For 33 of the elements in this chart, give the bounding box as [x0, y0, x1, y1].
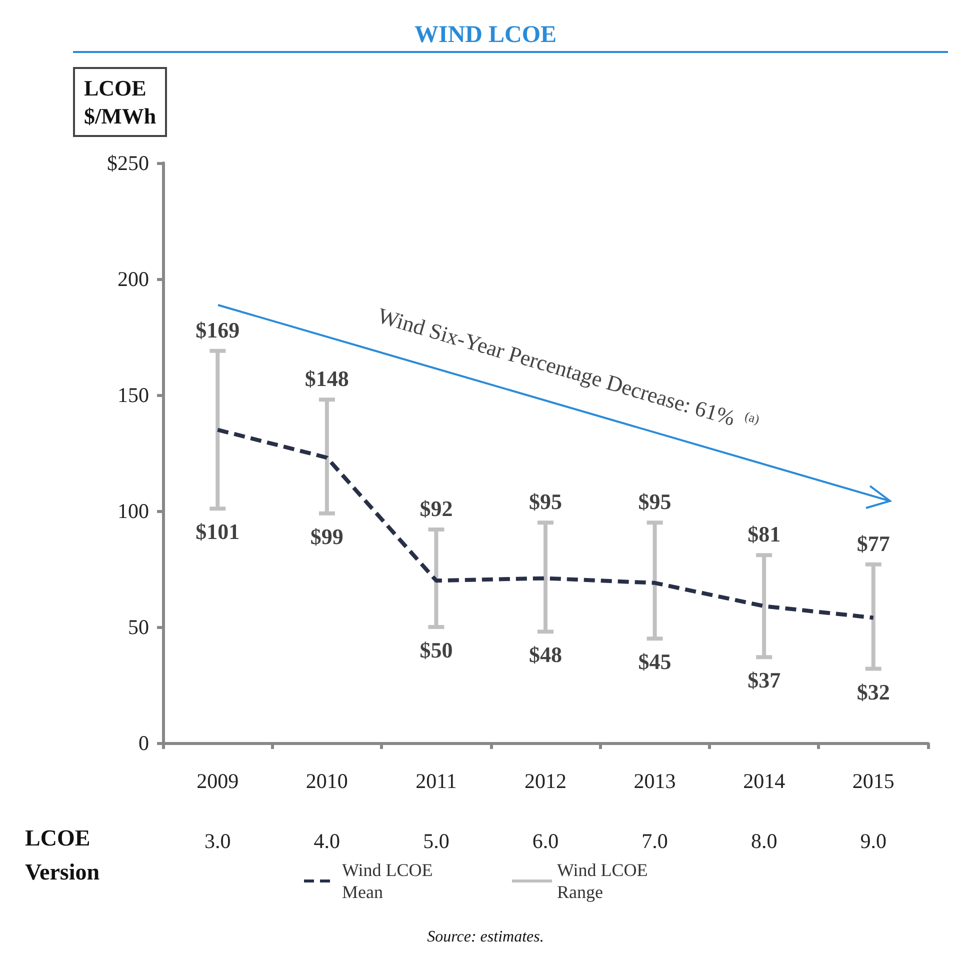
- y-tick-label: 0: [138, 731, 149, 755]
- annotation: $50: [420, 638, 453, 662]
- y-tick-label: 200: [118, 267, 149, 291]
- y-tick-label: $250: [107, 151, 149, 175]
- annotation: $95: [638, 489, 672, 514]
- category-label: 2014 8.0: [743, 769, 786, 853]
- legend-label: Wind LCOE Range: [557, 860, 652, 902]
- category-label: 2009 3.0: [196, 769, 239, 853]
- annotation: $45: [638, 649, 672, 674]
- source-note: Source: estimates.: [427, 928, 544, 946]
- annotation: $92: [420, 496, 453, 522]
- annotation: $77: [856, 530, 890, 556]
- chart-title: WIND LCOE: [414, 22, 557, 48]
- annotation: $81: [748, 522, 781, 547]
- y-tick-label: 50: [128, 615, 149, 639]
- annotation: $169: [196, 317, 240, 342]
- x-axis-title: LCOE Version: [25, 826, 100, 884]
- y-tick-label: 150: [118, 383, 149, 407]
- annotation: $37: [748, 668, 781, 693]
- y-axis-title: LCOE $/MWh: [84, 76, 156, 128]
- category-label: 2013 7.0: [634, 769, 676, 853]
- legend-label: Wind LCOE Mean: [342, 860, 438, 902]
- annotation: $101: [196, 519, 240, 544]
- category-label: 2015 9.0: [852, 769, 894, 853]
- category-label: 2012 6.0: [524, 769, 566, 853]
- annotation: $95: [529, 489, 562, 514]
- category-label: 2010 4.0: [306, 769, 348, 853]
- y-tick-label: 100: [118, 499, 149, 523]
- annotation: $148: [304, 366, 349, 392]
- category-label: 2011 5.0: [416, 769, 457, 853]
- annotation: $32: [856, 679, 890, 704]
- annotation: $99: [310, 524, 344, 549]
- annotation: $48: [529, 642, 562, 668]
